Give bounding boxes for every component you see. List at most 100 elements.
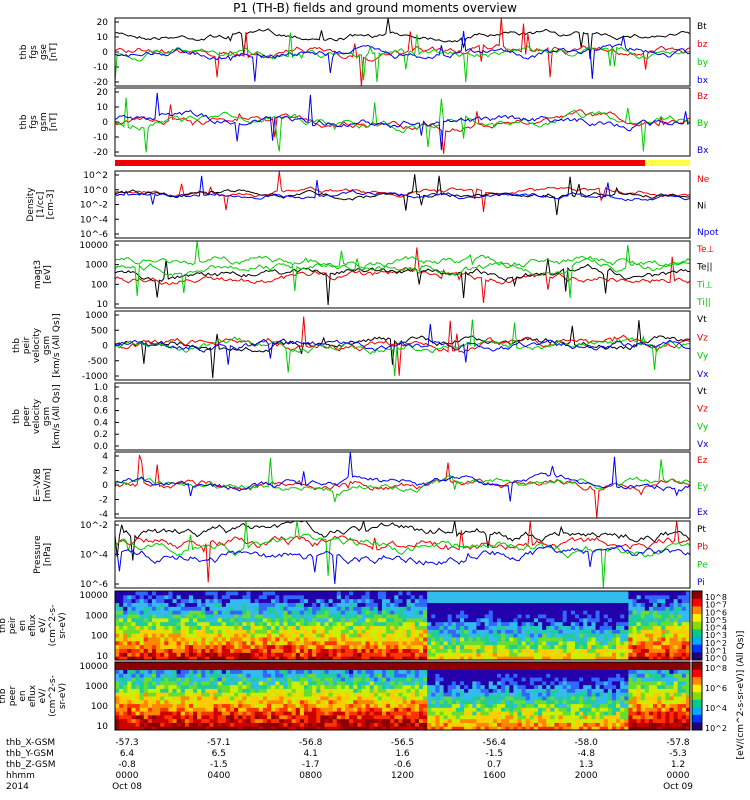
spectrogram-cell <box>505 707 510 712</box>
spectrogram-cell <box>451 633 457 638</box>
spectrogram-cell <box>542 718 547 723</box>
spectrogram-cell <box>316 591 321 596</box>
spectrogram-cell <box>291 688 297 693</box>
spectrogram-cell <box>345 633 350 638</box>
spectrogram-cell <box>636 594 642 600</box>
spectrogram-cell <box>398 662 403 667</box>
spectrogram-cell <box>591 656 597 660</box>
spectrogram-cell <box>603 614 609 619</box>
spectrogram-cell <box>492 718 498 723</box>
spectrogram-cell <box>386 648 391 653</box>
spectrogram-cell <box>151 625 157 630</box>
spectrogram-cell <box>254 714 260 720</box>
spectrogram-cell <box>143 591 149 596</box>
spectrogram-cell <box>439 665 445 671</box>
spectrogram-cell <box>587 606 592 611</box>
spectrogram-cell <box>681 591 687 596</box>
spectrogram-cell <box>616 648 621 653</box>
spectrogram-cell <box>402 602 408 607</box>
spectrogram-cell <box>234 625 239 630</box>
spectrogram-cell <box>246 656 252 660</box>
spectrogram-cell <box>340 621 346 626</box>
spectrogram-cell <box>636 591 642 596</box>
spectrogram-cell <box>455 677 461 682</box>
spectrogram-cell <box>246 637 252 642</box>
spectrogram-cell <box>661 617 666 623</box>
spectrogram-cell <box>193 662 198 667</box>
spectrogram-cell <box>550 644 555 649</box>
spectrogram-cell <box>246 614 252 619</box>
spectrogram-cell <box>365 621 371 626</box>
spectrogram-cell <box>156 614 161 619</box>
spectrogram-cell <box>480 614 486 619</box>
spectrogram-cell <box>168 688 173 693</box>
spectrogram-cell <box>455 703 461 708</box>
spectrogram-cell <box>279 652 284 657</box>
spectrogram-cell <box>468 684 473 689</box>
spectrogram-cell <box>538 696 543 701</box>
spectrogram-cell <box>418 688 424 693</box>
spectrogram-cell <box>225 680 231 686</box>
spectrogram-cell <box>443 680 449 686</box>
spectrogram-cell <box>599 662 605 667</box>
spectrogram-cell <box>312 677 317 682</box>
spectrogram-cell <box>172 714 178 720</box>
spectrogram-cell <box>381 602 387 607</box>
ylabel-line: [cm-3] <box>46 190 56 220</box>
spectrogram-cell <box>451 598 457 603</box>
spectrogram-cell <box>636 621 642 626</box>
spectrogram-cell <box>308 707 313 712</box>
spectrogram-cell <box>127 656 132 660</box>
spectrogram-cell <box>201 711 206 716</box>
spectrogram-cell <box>361 707 367 712</box>
spectrogram-cell <box>197 714 202 720</box>
spectrogram-cell <box>640 606 646 611</box>
spectrogram-cell <box>542 591 547 596</box>
spectrogram-cell <box>180 722 186 727</box>
spectrogram-cell <box>295 684 301 689</box>
spectrogram-cell <box>303 688 309 693</box>
spectrogram-cell <box>677 594 683 600</box>
spectrogram-cell <box>225 633 231 638</box>
spectrogram-cell <box>484 714 490 720</box>
spectrogram-cell <box>295 629 301 634</box>
spectrogram-cell <box>262 648 268 653</box>
spectrogram-cell <box>238 699 243 705</box>
spectrogram-cell <box>472 637 477 642</box>
spectrogram-cell <box>299 662 305 667</box>
spectrogram-cell <box>225 594 231 600</box>
spectrogram-cell <box>423 621 428 626</box>
spectrogram-cell <box>460 591 465 596</box>
spectrogram-cell <box>201 703 206 708</box>
spectrogram-cell <box>213 629 219 634</box>
panel-frame <box>114 520 691 589</box>
spectrogram-cell <box>279 621 284 626</box>
spectrogram-cell <box>628 621 633 626</box>
spectrogram-cell <box>332 703 338 708</box>
spectrogram-cell <box>505 629 510 634</box>
spectrogram-cell <box>225 673 231 678</box>
spectrogram-cell <box>135 637 141 642</box>
spectrogram-cell <box>230 648 235 653</box>
spectrogram-cell <box>513 703 518 708</box>
spectrogram-cell <box>595 665 601 671</box>
spectrogram-cell <box>488 726 494 730</box>
spectrogram-cell <box>677 617 683 623</box>
spectrogram-cell <box>423 625 428 630</box>
spectrogram-cell <box>386 594 391 600</box>
spectrogram-cell <box>279 684 284 689</box>
spectrogram-cell <box>258 696 264 701</box>
spectrogram-cell <box>648 652 654 657</box>
spectrogram-cell <box>336 680 342 686</box>
spectrogram-cell <box>529 684 535 689</box>
spectrogram-cell <box>575 614 580 619</box>
spectrogram-cell <box>357 673 362 678</box>
spectrogram-cell <box>579 726 584 730</box>
spectrogram-cell <box>386 714 391 720</box>
spectrogram-cell <box>501 625 506 630</box>
spectrogram-cell <box>213 606 219 611</box>
spectrogram-cell <box>640 652 646 657</box>
spectrogram-cell <box>579 688 584 693</box>
spectrogram-cell <box>213 598 219 603</box>
spectrogram-cell <box>242 591 247 596</box>
